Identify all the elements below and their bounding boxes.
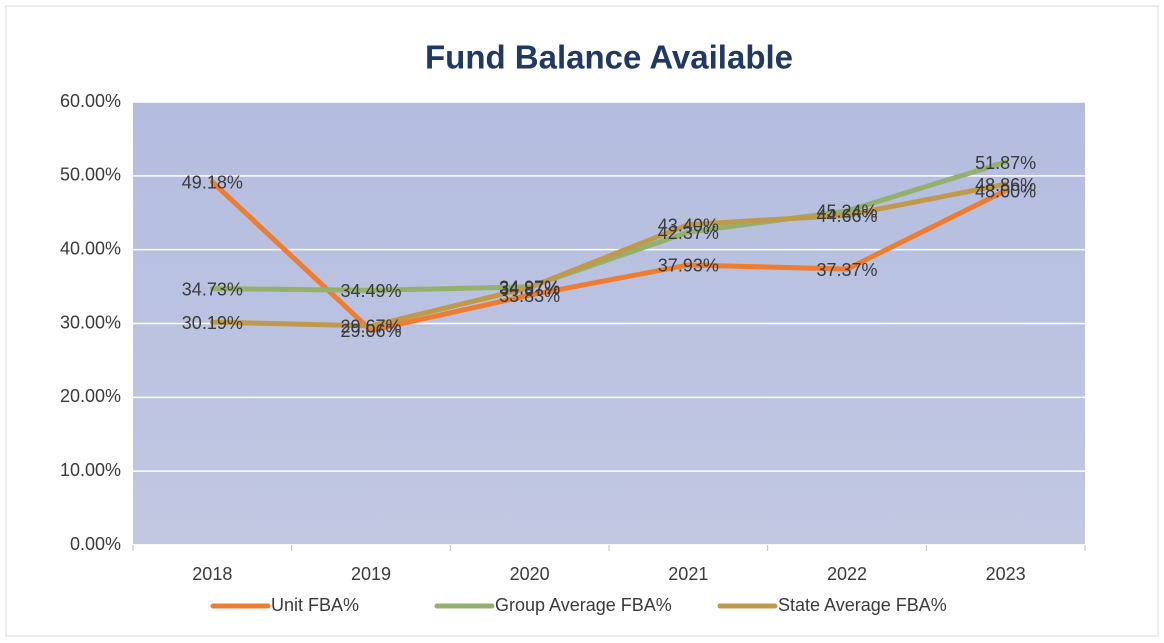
y-tick-label: 40.00% [60,238,121,258]
series-line [209,181,1009,329]
data-label: 29.06% [340,321,401,341]
data-label: 30.19% [182,313,243,333]
data-label: 37.37% [816,260,877,280]
legend-label: Group Average FBA% [495,595,672,615]
data-label: 48.00% [975,181,1036,201]
y-tick-label: 0.00% [70,534,121,554]
data-label: 48.86% [975,175,1036,195]
x-tick-label: 2020 [510,564,550,584]
data-label: 29.67% [340,317,401,337]
x-tick-label: 2019 [351,564,391,584]
legend-label: State Average FBA% [778,595,947,615]
data-label: 43.40% [658,215,719,235]
series-line [209,159,1009,293]
legend-label: Unit FBA% [271,595,359,615]
data-label: 44.66% [816,206,877,226]
x-tick-label: 2023 [986,564,1026,584]
data-label: 33.83% [499,286,560,306]
data-label: 34.49% [340,281,401,301]
data-label: 45.24% [816,202,877,222]
data-label: 34.97% [499,278,560,298]
data-label: 49.18% [182,173,243,193]
x-tick-label: 2022 [827,564,867,584]
y-tick-label: 20.00% [60,386,121,406]
y-tick-label: 30.00% [60,312,121,332]
x-tick-label: 2018 [192,564,232,584]
y-tick-label: 50.00% [60,165,121,185]
y-tick-label: 60.00% [60,91,121,111]
data-label: 37.93% [658,256,719,276]
data-label: 34.73% [182,279,243,299]
y-tick-label: 10.00% [60,460,121,480]
series-line [209,179,1009,333]
data-label: 34.87% [499,278,560,298]
chart-title: Fund Balance Available [425,39,793,76]
data-label: 42.37% [658,223,719,243]
x-tick-label: 2021 [668,564,708,584]
data-label: 51.87% [975,153,1036,173]
